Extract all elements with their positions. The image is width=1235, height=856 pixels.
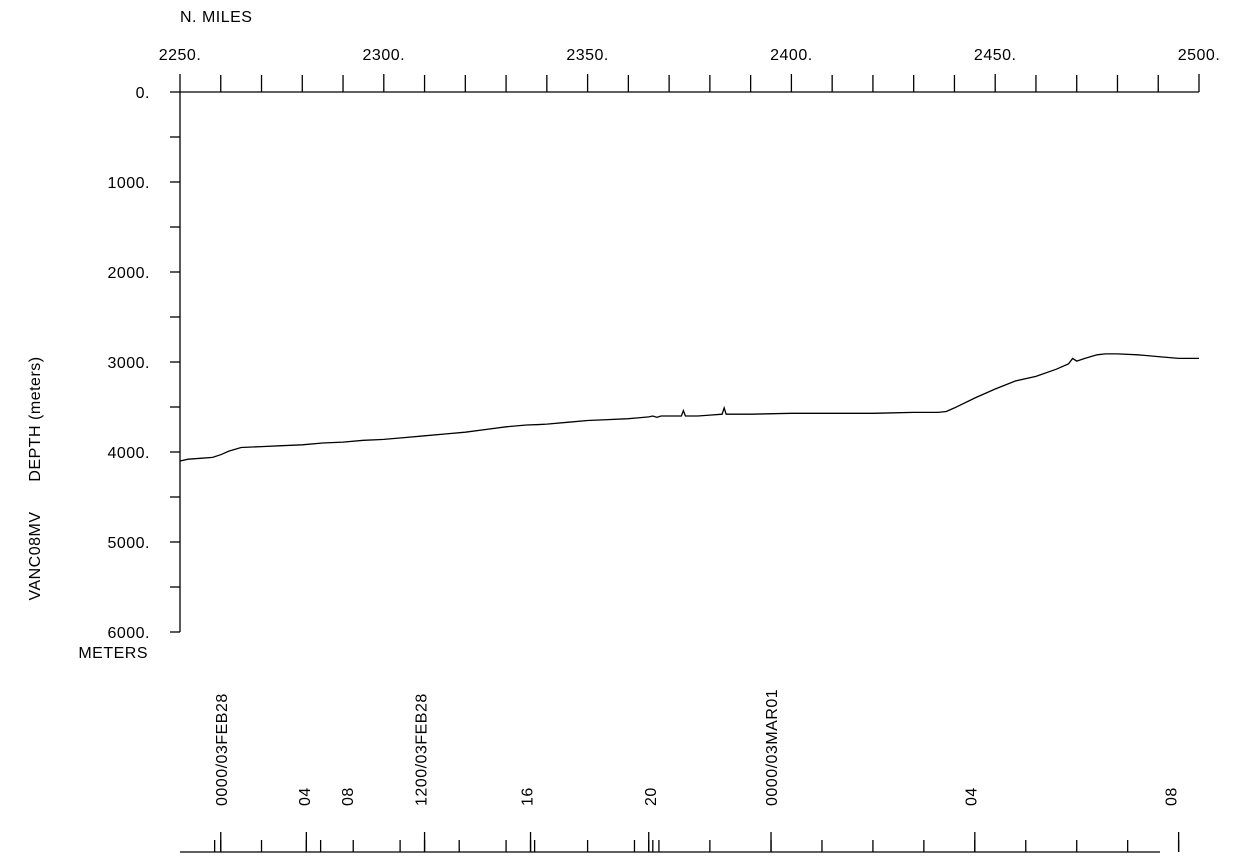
top-x-axis: 2250. 2300. 2350. 2400. 2450. 2500.: [159, 47, 1221, 93]
time-axis-label: 08: [340, 787, 357, 806]
top-axis-tick-label: 2500.: [1178, 47, 1221, 64]
time-axis-label: 20: [643, 787, 660, 806]
left-axis-tick-label: 1000.: [107, 175, 150, 192]
left-axis-tick-label: 0.: [136, 85, 150, 102]
left-y-axis: 0. 1000. 2000. 3000. 4000. 5000. 6000.: [107, 85, 181, 642]
top-axis-tick-label: 2350.: [566, 47, 609, 64]
y-axis-unit: METERS: [78, 645, 148, 662]
left-axis-tick-label: 4000.: [107, 445, 150, 462]
left-axis-tick-label: 6000.: [107, 625, 150, 642]
time-axis-label: 16: [520, 787, 537, 806]
left-axis-tick-label: 5000.: [107, 535, 150, 552]
time-axis-label: 04: [297, 787, 314, 806]
top-axis-tick-label: 2450.: [974, 47, 1017, 64]
top-axis-tick-label: 2400.: [770, 47, 813, 64]
left-axis-tick-label: 2000.: [107, 265, 150, 282]
y-axis-title: DEPTH (meters): [27, 356, 44, 481]
depth-series: [179, 353, 1199, 462]
top-axis-tick-label: 2300.: [363, 47, 406, 64]
time-axis-label: 08: [1164, 787, 1181, 806]
time-axis-label: 0000/03FEB28: [214, 693, 231, 806]
time-axis-label: 1200/03FEB28: [414, 693, 431, 806]
time-axis-label: 0000/03MAR01: [764, 689, 781, 806]
top-axis-tick-label: 2250.: [159, 47, 202, 64]
time-axis-label: 04: [964, 787, 981, 806]
y-axis-id-label: VANC08MV: [27, 511, 44, 600]
x-axis-title: N. MILES: [180, 9, 252, 26]
left-axis-tick-label: 3000.: [107, 355, 150, 372]
depth-profile-line: [179, 353, 1199, 462]
time-axis: 0000/03FEB28 04 08 1200/03FEB28 16 20 0000/03M…: [180, 689, 1181, 853]
